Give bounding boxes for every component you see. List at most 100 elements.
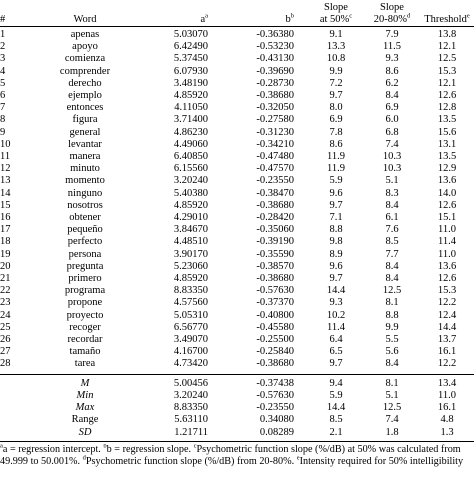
- row-slope-50: 11.9: [327, 163, 345, 175]
- summary-intercept: 1.21711: [174, 426, 208, 438]
- summary-intercept: 5.00456: [173, 377, 208, 389]
- row-threshold: 13.5: [437, 151, 457, 163]
- table-header: # Word aa bb Slope at 50%c Slope 20-80%d T…: [0, 2, 474, 27]
- header-a: aa: [200, 12, 208, 25]
- row-slope-20-80: 9.9: [385, 321, 399, 333]
- summary-slope-50: 8.5: [329, 414, 343, 426]
- row-intercept: 3.84670: [173, 224, 208, 236]
- table-body: 1 apenas 5.03070 -0.36380 9.1 7.9 13.8 2 apoyo 6.…: [0, 27, 474, 375]
- row-intercept: 3.49070: [173, 334, 208, 346]
- table-row: 3 comienza 5.37450 -0.43130 10.8 9.3 12.5: [0, 53, 474, 65]
- row-threshold: 12.6: [437, 90, 457, 102]
- row-number: 9: [0, 126, 6, 138]
- summary-spacer: [0, 414, 26, 426]
- row-word: entonces: [66, 102, 104, 114]
- summary-label: Min: [76, 389, 94, 401]
- row-slope-50: 8.9: [329, 248, 343, 260]
- row-number: 3: [0, 53, 6, 65]
- row-slope-50: 7.1: [329, 212, 343, 224]
- row-slope-50: 6.5: [329, 346, 343, 358]
- row-slope-50: 9.8: [329, 236, 343, 248]
- summary-label: Max: [75, 402, 95, 414]
- row-slope-20-80: 10.3: [382, 151, 402, 163]
- row-threshold: 12.4: [437, 309, 457, 321]
- row-slope-50: 9.9: [329, 65, 343, 77]
- row-slope-50: 8.8: [329, 224, 343, 236]
- row-intercept: 5.40380: [173, 187, 208, 199]
- table-row: 20 pregunta 5.23060 -0.38570 9.6 8.4 13.6: [0, 261, 474, 273]
- row-slope: -0.47480: [256, 151, 294, 163]
- row-slope-20-80: 6.0: [385, 114, 399, 126]
- row-intercept: 4.49060: [173, 138, 208, 150]
- row-threshold: 13.7: [437, 334, 457, 346]
- table-row: 1 apenas 5.03070 -0.36380 9.1 7.9 13.8: [0, 27, 474, 42]
- row-slope-50: 9.7: [329, 90, 343, 102]
- summary-slope-50: 9.4: [329, 377, 343, 389]
- summary-intercept: 3.20240: [173, 389, 208, 401]
- row-slope-20-80: 7.6: [385, 224, 399, 236]
- row-word: ninguno: [67, 187, 103, 199]
- row-threshold: 11.4: [438, 236, 456, 248]
- table-row: 27 tamaño 4.16700 -0.25840 6.5 5.6 16.1: [0, 346, 474, 358]
- summary-threshold: 4.8: [440, 414, 454, 426]
- row-slope-50: 9.3: [329, 297, 343, 309]
- row-slope-50: 11.9: [327, 151, 345, 163]
- table-row: 26 recordar 3.49070 -0.25500 6.4 5.5 13.7: [0, 334, 474, 346]
- row-intercept: 4.86230: [173, 126, 208, 138]
- row-intercept: 4.11050: [174, 102, 208, 114]
- row-slope: -0.57630: [256, 285, 294, 297]
- row-number: 21: [0, 273, 11, 285]
- row-slope-20-80: 6.2: [385, 77, 399, 89]
- summary-label: SD: [78, 426, 92, 438]
- row-slope-20-80: 10.3: [382, 163, 402, 175]
- table-row: 2 apoyo 6.42490 -0.53230 13.3 11.5 12.1: [0, 41, 474, 53]
- row-word: apenas: [70, 29, 100, 40]
- header-threshold: Thresholde: [424, 12, 470, 25]
- summary-body: M 5.00456 -0.37438 9.4 8.1 13.4 Min 3.20240 -0.5…: [0, 374, 474, 442]
- row-word: comienza: [64, 53, 106, 65]
- row-word: minuto: [70, 163, 100, 175]
- row-word: primero: [68, 273, 102, 285]
- row-slope: -0.32050: [256, 102, 294, 114]
- table-row: 8 figura 3.71400 -0.27580 6.9 6.0 13.5: [0, 114, 474, 126]
- summary-label: M: [80, 377, 90, 389]
- row-slope: -0.31230: [256, 126, 294, 138]
- row-number: 4: [0, 65, 6, 77]
- row-word: figura: [72, 114, 98, 126]
- row-threshold: 12.2: [437, 297, 457, 309]
- row-intercept: 4.29010: [173, 212, 208, 224]
- table-row: 17 pequeño 3.84670 -0.35060 8.8 7.6 11.0: [0, 224, 474, 236]
- row-intercept: 3.71400: [173, 114, 208, 126]
- row-threshold: 12.5: [437, 53, 457, 65]
- row-slope-20-80: 8.5: [385, 236, 399, 248]
- table-row: 22 programa 8.83350 -0.57630 14.4 12.5 15.3: [0, 285, 474, 297]
- row-slope: -0.39690: [256, 65, 294, 77]
- row-slope-20-80: 7.7: [385, 248, 399, 260]
- row-slope: -0.34210: [256, 138, 294, 150]
- row-word: momento: [65, 175, 105, 187]
- row-intercept: 5.03070: [173, 29, 208, 40]
- summary-row: Range 5.63110 0.34080 8.5 7.4 4.8: [0, 414, 474, 426]
- row-number: 15: [0, 199, 11, 211]
- table-row: 5 derecho 3.48190 -0.28730 7.2 6.2 12.1: [0, 78, 474, 90]
- row-slope-50: 7.8: [329, 126, 343, 138]
- row-slope-50: 6.4: [329, 334, 343, 346]
- row-word: perfecto: [67, 236, 103, 248]
- table-row: 6 ejemplo 4.85920 -0.38680 9.7 8.4 12.6: [0, 90, 474, 102]
- row-intercept: 4.48510: [173, 236, 208, 248]
- row-slope: -0.25500: [256, 334, 294, 346]
- row-slope-50: 8.6: [329, 138, 343, 150]
- row-number: 25: [0, 321, 11, 333]
- row-slope: -0.38680: [256, 90, 294, 102]
- row-intercept: 8.83350: [173, 285, 208, 297]
- row-threshold: 12.6: [437, 273, 457, 285]
- row-word: manera: [69, 151, 101, 163]
- row-slope: -0.53230: [256, 41, 294, 53]
- row-slope: -0.38680: [256, 199, 294, 211]
- row-word: derecho: [68, 77, 102, 89]
- row-word: obtener: [69, 212, 101, 224]
- summary-label: Range: [71, 414, 99, 426]
- row-slope: -0.38680: [256, 358, 294, 370]
- row-intercept: 4.85920: [173, 90, 208, 102]
